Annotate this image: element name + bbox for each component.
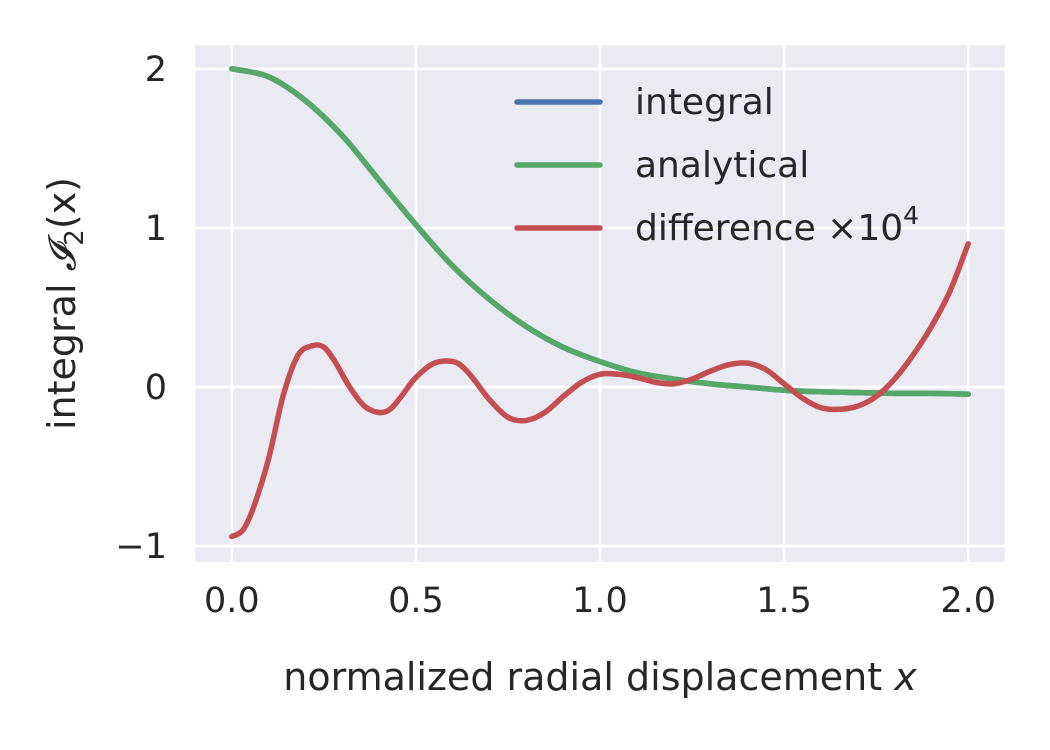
- y-axis-label: integral 𝓘2(x): [40, 177, 90, 430]
- y-tick-label: −1: [115, 527, 167, 567]
- x-tick-label: 0.5: [388, 581, 444, 621]
- x-tick-label: 1.5: [756, 581, 812, 621]
- y-axis-ticks: −1 0 1 2: [115, 50, 167, 567]
- series-line-1: [229, 66, 971, 397]
- x-axis-label-variable: x: [893, 655, 917, 699]
- x-tick-label: 1.0: [572, 581, 628, 621]
- y-axis-label-argument: (x): [40, 177, 84, 229]
- x-axis-ticks: 0.0 0.5 1.0 1.5 2.0: [204, 581, 996, 621]
- y-tick-label: 0: [145, 368, 167, 408]
- legend-label-superscript: 4: [903, 201, 919, 230]
- y-tick-label: 2: [145, 50, 167, 90]
- x-tick-label: 0.0: [204, 581, 260, 621]
- grid-lines: [195, 45, 1005, 562]
- series-layer: [229, 66, 971, 540]
- legend-label-text: analytical: [635, 145, 809, 186]
- legend-label: difference ×104: [635, 201, 919, 249]
- legend-label-text: difference ×10: [635, 208, 903, 249]
- legend-label: integral: [635, 82, 774, 123]
- series-line-2: [229, 241, 971, 540]
- legend: integral analytical difference ×104: [514, 82, 919, 249]
- x-axis-label-text: normalized radial displacement: [283, 655, 882, 699]
- y-axis-label-text: integral: [40, 283, 84, 430]
- x-tick-label: 2.0: [940, 581, 996, 621]
- legend-label-text: integral: [635, 82, 774, 123]
- y-tick-label: 1: [145, 209, 167, 249]
- y-axis-label-subscript: 2: [60, 229, 90, 246]
- x-axis-label: normalized radial displacement x: [283, 655, 917, 699]
- legend-label: analytical: [635, 145, 809, 186]
